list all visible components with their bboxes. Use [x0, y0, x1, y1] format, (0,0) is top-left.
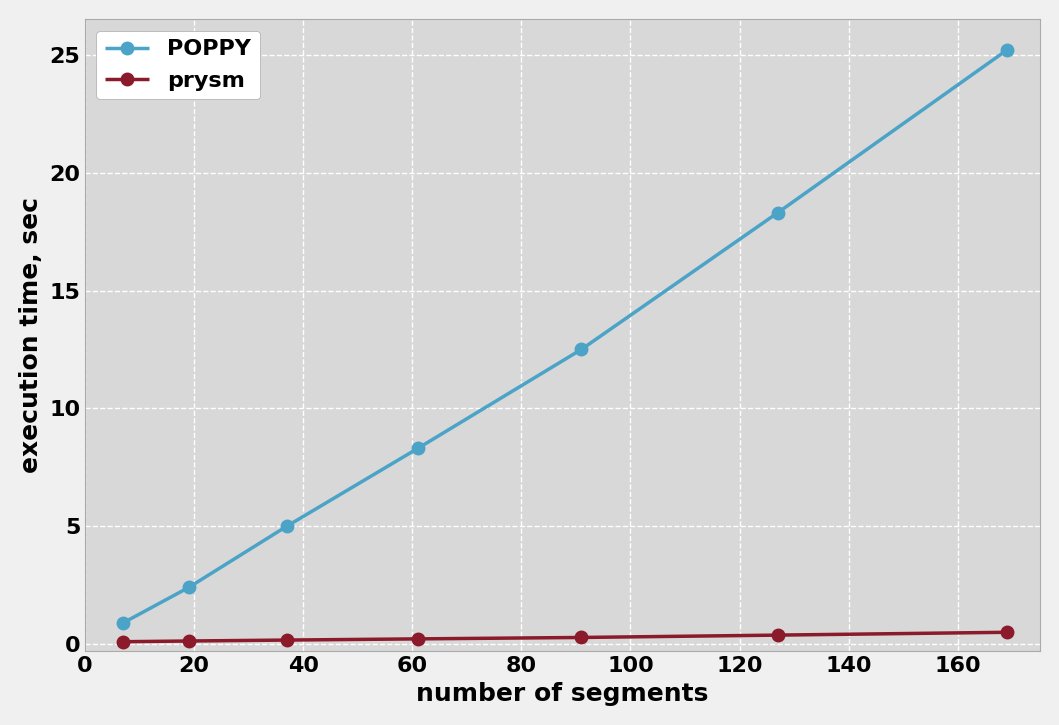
Line: prysm: prysm: [116, 626, 1013, 648]
Y-axis label: execution time, sec: execution time, sec: [19, 197, 43, 473]
POPPY: [182, 583, 195, 592]
prysm: [182, 637, 195, 645]
prysm: [411, 634, 424, 643]
X-axis label: number of segments: number of segments: [416, 682, 708, 705]
prysm: [116, 637, 129, 646]
POPPY: [116, 618, 129, 627]
prysm: [1001, 628, 1013, 637]
POPPY: [575, 345, 588, 354]
POPPY: [281, 522, 293, 531]
Line: POPPY: POPPY: [116, 44, 1013, 629]
POPPY: [411, 444, 424, 453]
prysm: [771, 631, 784, 639]
prysm: [575, 633, 588, 642]
prysm: [281, 636, 293, 645]
Legend: POPPY, prysm: POPPY, prysm: [96, 30, 259, 99]
POPPY: [1001, 46, 1013, 54]
POPPY: [771, 208, 784, 217]
